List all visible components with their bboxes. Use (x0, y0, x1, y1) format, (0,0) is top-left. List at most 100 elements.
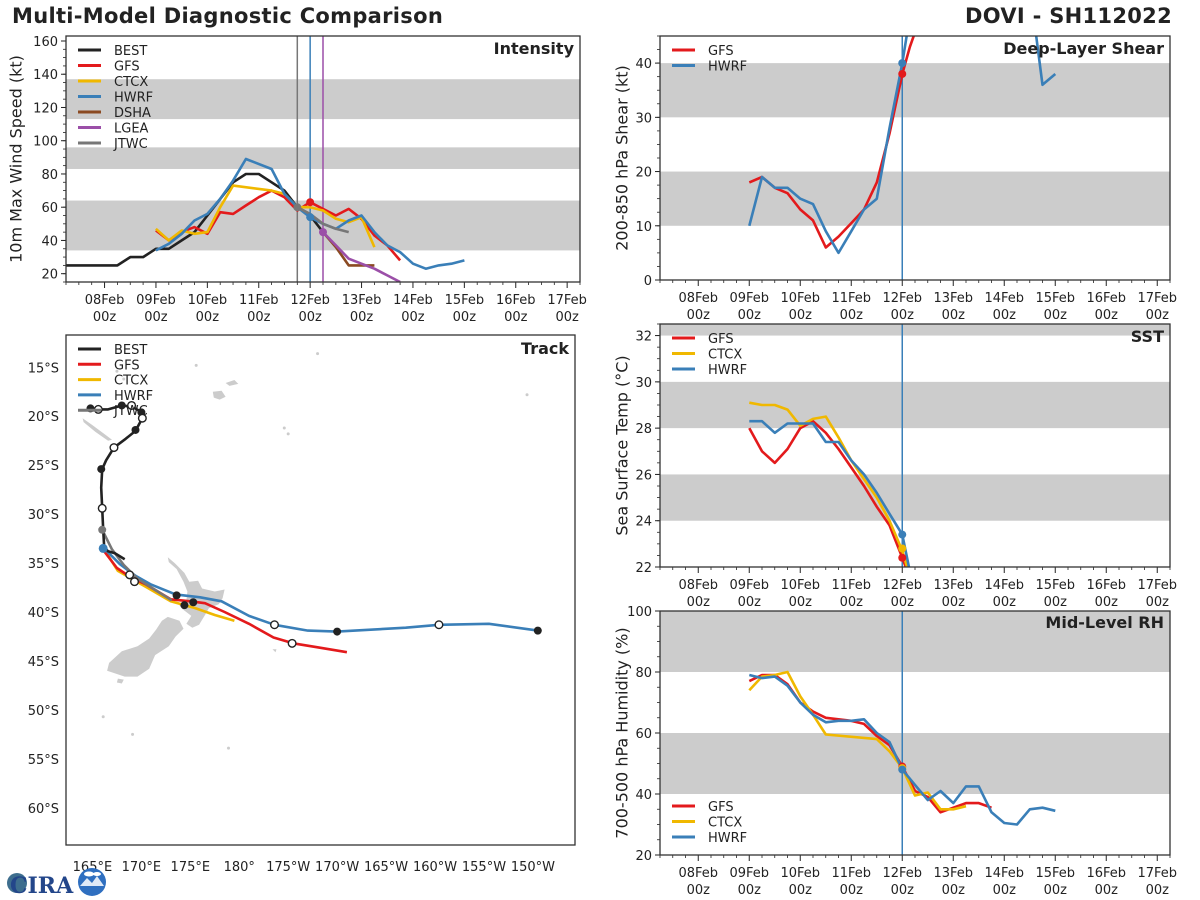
y-tick-label: 0 (644, 274, 652, 289)
x-tick-label-hour: 00z (738, 308, 762, 323)
y-tick-label: 30 (635, 376, 652, 391)
legend-label-hwrf: HWRF (114, 91, 153, 106)
x-tick-label-day: 12Feb (882, 578, 922, 593)
x-tick-label-hour: 00z (891, 308, 915, 323)
lat-tick-label: 30°S (28, 508, 59, 523)
x-tick-label-hour: 00z (298, 310, 322, 325)
panel-title: SST (1131, 327, 1164, 346)
x-tick-label-hour: 00z (504, 310, 528, 325)
y-tick-label: 40 (635, 57, 652, 72)
y-tick-label: 100 (33, 135, 58, 150)
x-tick-label-day: 14Feb (393, 293, 433, 308)
x-tick-label-hour: 00z (687, 308, 711, 323)
x-tick-label-day: 17Feb (1137, 866, 1177, 881)
axes-frame (65, 334, 576, 846)
land-mass (167, 557, 225, 628)
marker-hwrf (898, 765, 907, 774)
lon-tick-label: 175°W (266, 860, 310, 875)
x-tick-label-hour: 00z (993, 883, 1017, 898)
x-tick-label-hour: 00z (942, 883, 966, 898)
lon-tick-label: 170°E (122, 860, 162, 875)
x-tick-label-day: 17Feb (1137, 578, 1177, 593)
x-tick-label-day: 14Feb (984, 866, 1024, 881)
series-line-hwrf (155, 157, 465, 271)
y-tick-label: 10 (635, 220, 652, 235)
globe-icon (7, 873, 27, 893)
y-tick-label: 140 (33, 68, 58, 83)
y-tick-label: 40 (635, 788, 652, 803)
axes-frame (65, 35, 581, 283)
x-tick-label-day: 09Feb (729, 866, 769, 881)
legend-label-gfs: GFS (114, 60, 140, 75)
y-tick-label: 30 (635, 111, 652, 126)
x-tick-label-hour: 00z (840, 595, 864, 610)
series-line-ctcx (748, 670, 967, 811)
shaded-band (660, 611, 1170, 672)
legend-label-ctcx: CTCX (114, 75, 148, 90)
panel-title: Track (521, 339, 569, 358)
lat-tick-label: 40°S (28, 606, 59, 621)
x-tick-label-hour: 00z (1146, 308, 1170, 323)
x-tick-label-hour: 00z (1095, 308, 1119, 323)
track-start-hwrf (98, 543, 108, 553)
x-tick-label-hour: 00z (93, 310, 117, 325)
marker-gfs (898, 69, 907, 78)
lon-tick-label: 175°E (171, 860, 211, 875)
x-tick-label-hour: 00z (687, 595, 711, 610)
legend-label-hwrf: HWRF (114, 389, 153, 404)
track-point-filled (333, 627, 342, 636)
mountain-icon (80, 876, 104, 886)
x-tick-label-hour: 00z (196, 310, 220, 325)
track-point-open (130, 577, 140, 587)
shaded-band (660, 324, 1170, 336)
lon-tick-label: 155°W (462, 860, 506, 875)
x-tick-label-day: 16Feb (1086, 578, 1126, 593)
track-point-filled (97, 465, 106, 474)
lat-tick-label: 25°S (28, 459, 59, 474)
x-tick-label-day: 16Feb (496, 293, 536, 308)
y-tick-label: 120 (33, 101, 58, 116)
legend-label-jtwc: JTWC (113, 404, 148, 419)
x-tick-label-day: 11Feb (831, 866, 871, 881)
logo-text: CIRA (10, 873, 74, 898)
y-axis-label: 200-850 hPa Shear (kt) (613, 65, 632, 251)
legend-label-ctcx: CTCX (708, 816, 742, 831)
y-tick-label: 28 (635, 422, 652, 437)
axes-frame (659, 35, 1171, 281)
lat-tick-label: 55°S (28, 753, 59, 768)
track-point-filled (117, 401, 126, 410)
x-tick-label-day: 11Feb (831, 291, 871, 306)
x-tick-label-hour: 00z (1095, 883, 1119, 898)
y-tick-label: 32 (635, 330, 652, 345)
y-axis-label: Sea Surface Temp (°C) (613, 355, 632, 535)
y-axis-label: 10m Max Wind Speed (kt) (7, 55, 26, 263)
x-tick-label-hour: 00z (891, 595, 915, 610)
legend-label-ctcx: CTCX (708, 348, 742, 363)
lat-tick-label: 15°S (28, 361, 59, 376)
island (122, 377, 126, 381)
marker-hwrf (898, 530, 907, 539)
x-tick-label-hour: 00z (789, 308, 813, 323)
x-tick-label-day: 14Feb (984, 291, 1024, 306)
lat-tick-label: 35°S (28, 557, 59, 572)
track-point-filled (172, 591, 181, 600)
series-line-jtwc (296, 206, 350, 234)
legend-label-hwrf: HWRF (708, 60, 747, 75)
track-point-filled (131, 425, 140, 434)
island (282, 426, 286, 430)
x-tick-label-hour: 00z (738, 595, 762, 610)
lat-tick-label: 20°S (28, 410, 59, 425)
shaded-band (660, 63, 1170, 118)
x-tick-label-hour: 00z (993, 595, 1017, 610)
lon-tick-label: 165°E (73, 860, 113, 875)
track-point-open (269, 620, 279, 630)
legend-label-best: BEST (114, 44, 147, 59)
legend-label-best: BEST (114, 343, 147, 358)
x-tick-label-day: 15Feb (1035, 578, 1075, 593)
track-line-gfs (103, 550, 348, 654)
marker-lgea (319, 228, 327, 237)
y-tick-label: 20 (635, 166, 652, 181)
land-mass (272, 649, 277, 653)
x-tick-label-day: 17Feb (1137, 291, 1177, 306)
lat-tick-label: 60°S (28, 802, 59, 817)
